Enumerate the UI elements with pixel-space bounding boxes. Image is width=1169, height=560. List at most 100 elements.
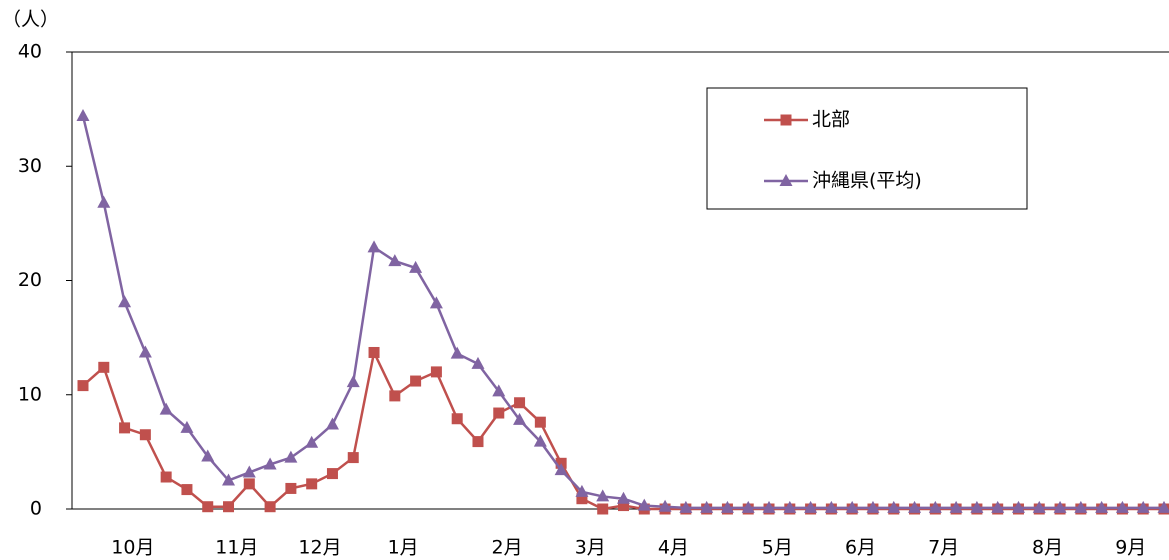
marker	[866, 500, 880, 513]
x-tick-label: 4月	[658, 537, 689, 559]
legend-label: 沖縄県(平均)	[812, 170, 922, 192]
marker	[576, 493, 588, 505]
x-tick-label: 8月	[1032, 537, 1063, 559]
marker	[118, 295, 132, 308]
marker	[493, 407, 505, 419]
marker	[617, 491, 630, 504]
x-tick-label: 3月	[575, 537, 606, 559]
marker	[533, 434, 547, 447]
marker	[779, 174, 793, 186]
marker	[160, 471, 172, 483]
marker	[658, 499, 672, 512]
legend-label: 北部	[812, 109, 850, 131]
legend	[706, 87, 1028, 210]
marker	[720, 500, 734, 513]
marker	[471, 356, 485, 369]
y-tick-label: 0	[30, 498, 42, 520]
marker	[97, 195, 111, 208]
marker	[741, 500, 755, 513]
marker	[98, 361, 110, 373]
marker	[223, 501, 235, 513]
marker	[824, 500, 838, 513]
marker	[242, 465, 256, 478]
marker	[367, 240, 381, 253]
x-tick-label: 6月	[845, 537, 876, 559]
y-unit: （人）	[2, 9, 59, 31]
marker	[780, 114, 792, 126]
y-tick-label: 40	[18, 41, 42, 63]
marker	[119, 422, 131, 434]
marker	[409, 260, 423, 273]
x-tick-label: 1月	[388, 537, 419, 559]
marker	[201, 449, 215, 462]
marker	[429, 296, 443, 309]
marker	[284, 450, 298, 463]
y-tick-label: 30	[18, 155, 42, 177]
marker	[450, 346, 464, 359]
marker	[368, 346, 380, 358]
marker	[492, 384, 506, 397]
marker	[762, 500, 776, 513]
marker	[76, 108, 90, 121]
marker	[637, 498, 651, 511]
marker	[159, 402, 173, 415]
marker	[1011, 500, 1025, 513]
marker	[1115, 500, 1129, 513]
marker	[783, 500, 797, 513]
marker	[180, 420, 194, 433]
marker	[679, 500, 693, 513]
marker	[513, 412, 527, 425]
marker	[1136, 500, 1150, 513]
marker	[1053, 500, 1067, 513]
marker	[887, 500, 901, 513]
marker	[597, 503, 609, 515]
marker	[138, 345, 152, 358]
marker	[263, 457, 277, 470]
y-tick-label: 10	[18, 383, 42, 405]
x-tick-label: 7月	[928, 537, 959, 559]
marker	[430, 366, 442, 378]
marker	[534, 416, 546, 428]
y-tick-label: 20	[18, 269, 42, 291]
marker	[1032, 500, 1046, 513]
marker	[285, 482, 297, 494]
marker	[700, 500, 714, 513]
marker	[1074, 500, 1088, 513]
marker	[949, 500, 963, 513]
marker	[222, 473, 236, 486]
marker	[845, 500, 859, 513]
marker	[596, 489, 610, 502]
x-tick-label: 11月	[215, 537, 258, 559]
marker	[908, 500, 922, 513]
marker	[804, 500, 818, 513]
x-tick-label: 12月	[298, 537, 341, 559]
x-tick-label: 10月	[111, 537, 154, 559]
marker	[264, 501, 276, 513]
marker	[389, 390, 401, 402]
marker	[243, 478, 255, 490]
marker	[451, 413, 463, 425]
x-tick-label: 5月	[762, 537, 793, 559]
marker	[325, 417, 339, 430]
x-tick-label: 9月	[1115, 537, 1146, 559]
marker	[991, 500, 1005, 513]
marker	[1157, 500, 1169, 513]
marker	[410, 375, 422, 387]
marker	[388, 254, 402, 267]
marker	[77, 380, 89, 392]
marker	[202, 501, 214, 513]
marker	[970, 500, 984, 513]
marker	[347, 452, 359, 464]
marker	[305, 435, 319, 448]
marker	[514, 397, 526, 409]
marker	[326, 468, 338, 480]
marker	[346, 375, 360, 388]
marker	[1095, 500, 1109, 513]
marker	[618, 500, 629, 512]
marker	[181, 484, 193, 496]
marker	[472, 436, 484, 448]
marker	[575, 484, 589, 497]
marker	[139, 429, 151, 441]
marker	[554, 463, 568, 476]
